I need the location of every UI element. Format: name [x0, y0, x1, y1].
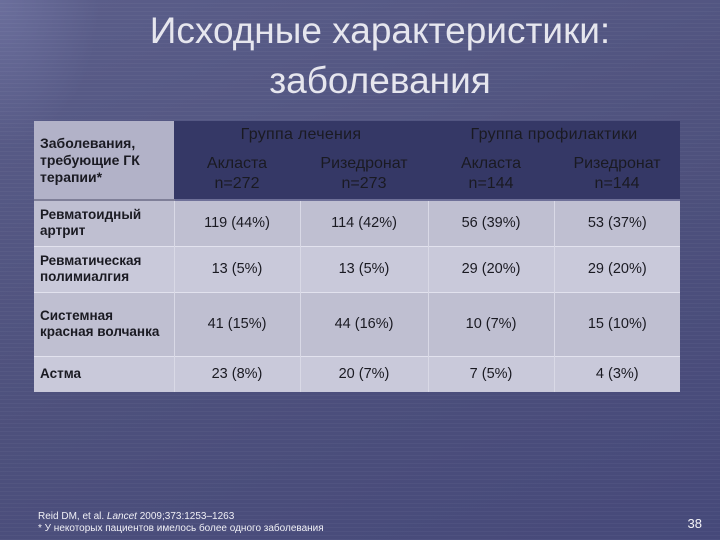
column-n: n=144 [468, 175, 514, 192]
table-cell: 41 (15%) [173, 291, 300, 356]
column-header: Акласта n=144 [428, 149, 555, 201]
table-cell: 29 (20%) [553, 245, 681, 292]
column-n: n=272 [214, 175, 260, 192]
column-header: Ризедронат n=273 [300, 149, 429, 201]
table-row: Астма 23 (8%) 20 (7%) 7 (5%) 4 (3%) [34, 355, 681, 392]
column-header: Ризедронат n=144 [554, 149, 681, 201]
table-row: Ревматическая полимиалгия 13 (5%) 13 (5%… [34, 245, 681, 292]
column-drug: Акласта [206, 155, 268, 172]
citation-journal: Lancet [106, 511, 137, 522]
table-cell: 29 (20%) [427, 245, 555, 292]
table-cell: 4 (3%) [553, 355, 681, 392]
row-label: Системная красная волчанка [34, 291, 174, 356]
slide-title: Исходные характеристики: заболевания [60, 6, 700, 106]
table-cell: 56 (39%) [427, 199, 555, 246]
group-header-row: Заболевания, требующие ГК терапии* Групп… [34, 121, 681, 201]
column-header-row: Акласта n=272 Ризедронат n=273 Акласта n=14… [34, 149, 681, 201]
column-n: n=144 [594, 175, 640, 192]
row-label: Астма [34, 355, 174, 392]
table-cell: 13 (5%) [299, 245, 429, 292]
row-label: Ревматоидный артрит [34, 199, 174, 246]
table-cell: 53 (37%) [553, 199, 681, 246]
column-header: Акласта n=272 [174, 149, 300, 201]
disease-table: Заболевания, требующие ГК терапии* Групп… [34, 121, 681, 392]
citation: Reid DM, et al. Lancet 2009;373:1253–126… [38, 511, 324, 523]
column-drug: Акласта [460, 155, 522, 172]
table-cell: 20 (7%) [299, 355, 429, 392]
page-number: 38 [687, 516, 702, 531]
group-header-prevention: Группа профилактики [428, 121, 681, 149]
table-cell: 114 (42%) [299, 199, 429, 246]
group-header-treatment: Группа лечения [174, 121, 429, 149]
title-line-1: Исходные характеристики: [149, 10, 611, 51]
row-label: Ревматическая полимиалгия [34, 245, 174, 292]
corner-header: Заболевания, требующие ГК терапии* [34, 121, 174, 201]
column-drug: Ризедронат [320, 155, 408, 172]
table-cell: 7 (5%) [427, 355, 555, 392]
table-cell: 10 (7%) [427, 291, 555, 356]
column-drug: Ризедронат [573, 155, 661, 172]
table-cell: 119 (44%) [173, 199, 300, 246]
footnote: Reid DM, et al. Lancet 2009;373:1253–126… [38, 511, 324, 535]
table-cell: 13 (5%) [173, 245, 300, 292]
footnote-note: * У некоторых пациентов имелось более од… [38, 523, 324, 534]
table-cell: 23 (8%) [173, 355, 300, 392]
table-cell: 44 (16%) [299, 291, 429, 356]
table-row: Ревматоидный артрит 119 (44%) 114 (42%) … [34, 199, 681, 246]
table-row: Системная красная волчанка 41 (15%) 44 (… [34, 291, 681, 356]
citation-details: 2009;373:1253–1263 [136, 511, 235, 522]
table-cell: 15 (10%) [553, 291, 681, 356]
column-n: n=273 [341, 175, 387, 192]
citation-authors: Reid DM, et al. [38, 511, 107, 522]
title-line-2: заболевания [269, 60, 491, 101]
